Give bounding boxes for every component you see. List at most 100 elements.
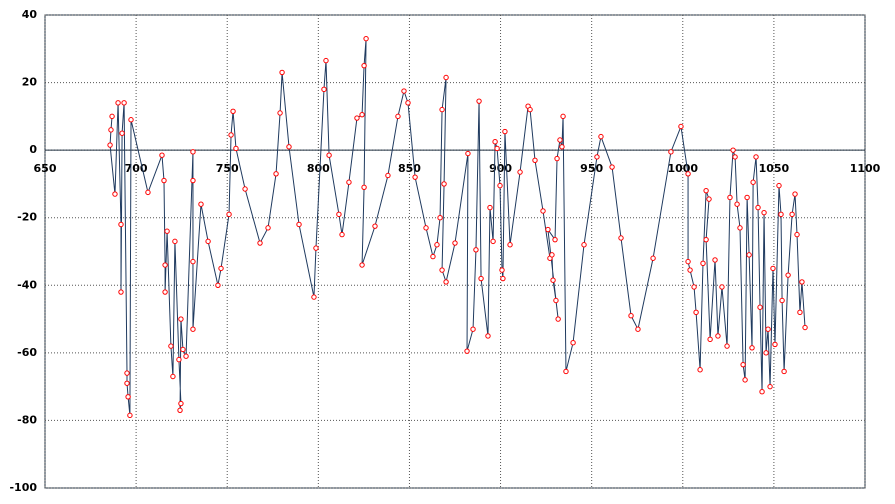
data-point [494,145,500,152]
data-point [570,340,576,346]
data-point [778,211,784,218]
data-point [228,132,234,138]
data-point [767,383,773,390]
data-point [439,267,445,273]
data-point [540,208,546,214]
data-point [190,258,196,265]
data-point [423,225,429,231]
data-point [560,113,566,120]
data-point [190,326,196,332]
data-point [703,187,709,194]
data-point [296,221,302,228]
data-point [470,326,476,332]
data-point [172,238,178,245]
data-point [492,138,498,145]
data-point [321,86,327,93]
data-point [557,137,563,143]
data-point [226,211,232,218]
data-point [257,240,263,246]
data-point [405,100,411,106]
data-point [346,179,352,185]
data-point [742,377,748,383]
data-point [763,350,769,356]
data-point [437,215,443,221]
data-point [770,265,776,272]
data-point [746,252,752,258]
data-point [109,113,115,120]
data-point [776,182,782,189]
data-point [336,211,342,218]
data-point [759,389,765,395]
x-tick-label: 650 [34,162,57,175]
y-tick-label: -40 [17,278,37,291]
x-tick-label: 700 [125,162,148,175]
data-point [490,238,496,245]
data-point [452,240,458,246]
data-point [740,361,746,368]
data-point [363,35,369,42]
data-point [118,221,124,228]
data-point [439,106,445,113]
data-point [609,164,615,170]
data-point [799,279,805,285]
x-tick-label: 850 [398,162,421,175]
data-point [124,380,130,386]
data-point [354,115,360,121]
data-point [703,236,709,243]
data-point [487,204,493,211]
data-point [279,69,285,76]
data-point [691,284,697,290]
data-point [118,289,124,295]
data-point [598,133,604,140]
data-point [554,155,560,162]
data-point [563,368,569,375]
y-tick-label: -100 [9,481,37,494]
data-point [781,368,787,375]
data-point [125,394,131,400]
data-point [755,204,761,211]
data-point [443,74,449,81]
y-tick-label: -80 [17,413,37,426]
y-tick-label: 0 [29,143,37,156]
data-point [218,265,224,272]
data-point [668,149,674,155]
data-point [412,174,418,180]
y-tick-label: -60 [17,346,37,359]
x-tick-label: 1050 [759,162,790,175]
data-point [465,150,471,157]
data-line [109,38,806,416]
data-point [581,242,587,248]
data-point [177,407,183,413]
data-point [485,333,491,339]
data-point [242,186,248,192]
data-point [706,196,712,202]
data-point [618,235,624,241]
x-tick-label: 950 [580,162,603,175]
x-tick-label: 1100 [850,162,881,175]
data-point [732,154,738,160]
data-point [198,201,204,207]
data-point [550,277,556,283]
data-point [765,326,771,332]
data-point [230,108,236,114]
data-point [121,100,127,106]
data-point [128,117,134,123]
data-point [785,272,791,278]
data-point [164,228,170,234]
data-point [594,154,600,160]
data-point [685,171,691,177]
data-point [476,98,482,104]
data-point [507,242,513,248]
y-tick-label: 20 [22,76,38,89]
data-point [277,110,283,116]
data-point [112,191,118,197]
data-point [757,304,763,310]
y-tick-label: -20 [17,211,37,224]
data-point [650,255,656,261]
x-tick-label: 900 [489,162,512,175]
data-point [772,341,778,348]
data-point [545,226,551,233]
data-point [311,294,317,300]
data-point [497,182,503,189]
